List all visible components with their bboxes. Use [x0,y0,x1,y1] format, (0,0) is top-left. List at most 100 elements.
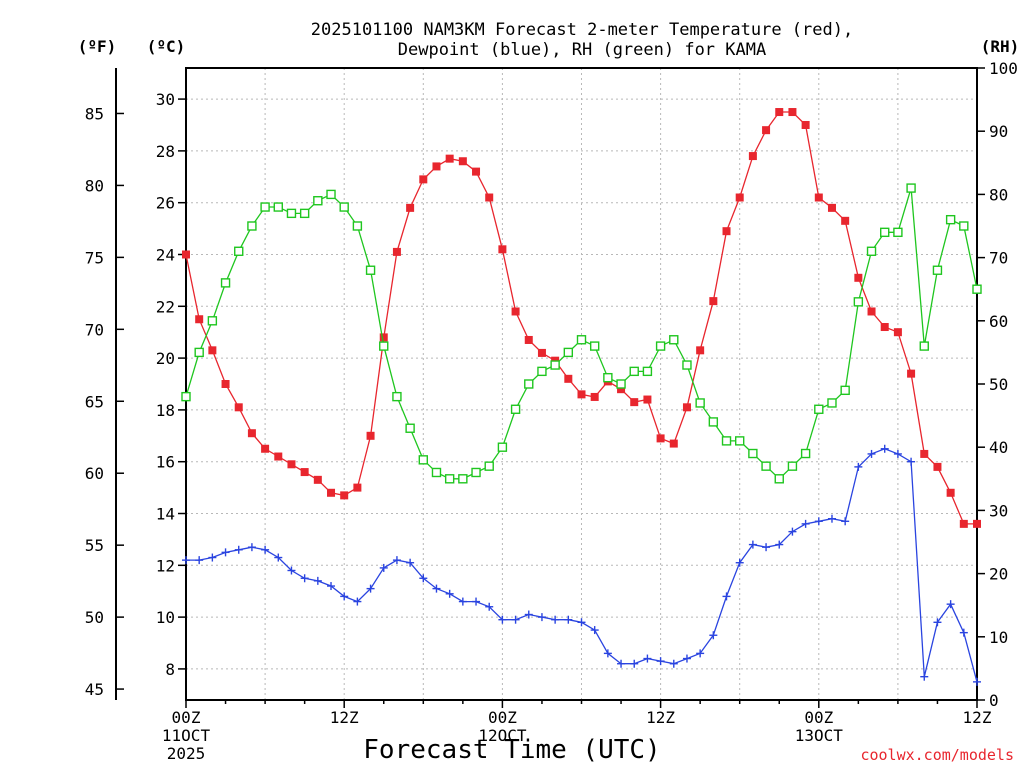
rh-tick-label: 90 [989,122,1008,141]
rh-tick-label: 10 [989,628,1008,647]
dewpoint-point [880,444,889,453]
rh-tick-label: 50 [989,375,1008,394]
dewpoint-series [182,444,981,686]
celsius-tick-label: 22 [156,297,175,316]
rh-tick-label: 30 [989,501,1008,520]
temperature-point [366,431,375,440]
rh-point [589,341,600,351]
temperature-point [287,460,296,469]
tick-labels: 8 10 12 14 16 18 20 22 24 26 28 30 45 50 55 60 65 70 75 80 8… [85,59,1018,763]
temperature-point [880,323,889,332]
temperature-point [511,307,520,316]
temperature-point [973,519,981,528]
dewpoint-point [353,597,362,606]
dewpoint-point [775,540,784,549]
rh-point [945,214,956,225]
rh-point [194,347,204,358]
dewpoint-point [959,628,968,637]
rh-point [510,404,521,414]
rh-point [919,341,929,351]
temperature-point [274,452,283,461]
temperature-point [432,162,441,171]
temperature-point [485,193,494,202]
rh-point [418,455,428,465]
temperature-point [445,154,454,163]
temperature-point [709,297,718,306]
temperature-point [788,108,797,117]
fahrenheit-tick-label: 80 [85,176,104,195]
temperature-point [696,346,705,355]
temperature-point [907,369,916,378]
dewpoint-point [814,517,823,526]
dewpoint-point [340,592,349,601]
temperature-point [722,227,731,236]
dewpoint-point [841,517,850,526]
rh-point [576,335,587,345]
fahrenheit-tick-label: 65 [85,392,104,411]
rh-point [893,227,903,238]
dewpoint-point [920,672,929,681]
rh-point [405,423,415,433]
rh-point [537,366,547,377]
temperature-point [247,429,256,438]
rh-point [392,391,402,402]
celsius-tick-label: 20 [156,349,175,368]
dewpoint-point [722,592,731,601]
temperature-point [590,392,599,401]
x-tick-date: 12OCT [478,726,527,745]
rh-point [365,265,376,275]
temperature-point [234,403,243,412]
fahrenheit-tick-label: 55 [85,536,104,555]
dewpoint-point [735,558,744,567]
x-tick-date: 13OCT [795,726,844,745]
x-tick-date: 11OCT [162,726,211,745]
rh-point [260,202,270,212]
temperature-point [313,475,322,484]
rh-point [669,335,679,345]
temperature-point [353,483,362,492]
rh-point [431,467,442,478]
rh-point [616,379,626,389]
dewpoint-point [287,566,296,575]
temperature-point [656,434,665,443]
celsius-tick-label: 14 [156,505,175,524]
dewpoint-point [656,657,665,666]
rh-point [866,246,877,256]
temperature-point [669,439,678,448]
celsius-tick-label: 28 [156,142,175,161]
rh-point [642,366,653,377]
temperature-point [959,519,968,528]
rh-point [458,474,468,484]
dewpoint-point [551,615,560,624]
rh-series [181,183,982,484]
temperature-point [379,333,388,342]
x-tick-label: 12Z [963,708,992,727]
temperature-point [762,126,771,135]
rh-point [603,372,613,383]
rh-point [352,221,363,231]
dewpoint-point [445,589,454,598]
temperature-point [643,395,652,404]
celsius-unit-label: (ºC) [147,37,186,56]
temperature-point [748,152,757,161]
dewpoint-point [577,618,586,627]
temperature-point [814,193,823,202]
dewpoint-point [247,543,256,552]
dewpoint-point [182,556,190,565]
rh-point [181,391,191,402]
dewpoint-point [274,553,283,562]
temperature-point [735,193,744,202]
temperature-point [841,216,850,225]
rh-tick-label: 0 [989,691,999,710]
dewpoint-point [234,545,243,554]
rh-unit-label: (RH) [981,37,1020,56]
rh-point [379,341,389,351]
temperature-point [419,175,428,184]
temperature-point [682,403,691,412]
rh-point [748,448,758,459]
temperature-point [920,449,929,458]
temperature-point [893,328,902,337]
series [181,108,982,686]
rh-point [313,196,323,206]
dewpoint-point [313,576,322,585]
